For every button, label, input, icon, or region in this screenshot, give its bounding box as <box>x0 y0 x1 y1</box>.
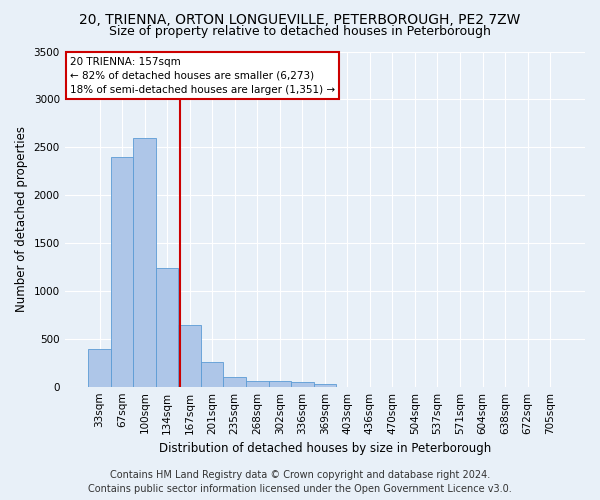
Bar <box>291 382 314 386</box>
Text: Contains HM Land Registry data © Crown copyright and database right 2024.
Contai: Contains HM Land Registry data © Crown c… <box>88 470 512 494</box>
Bar <box>133 138 156 386</box>
Bar <box>111 157 133 386</box>
Y-axis label: Number of detached properties: Number of detached properties <box>15 126 28 312</box>
Text: 20 TRIENNA: 157sqm
← 82% of detached houses are smaller (6,273)
18% of semi-deta: 20 TRIENNA: 157sqm ← 82% of detached hou… <box>70 56 335 94</box>
Bar <box>178 326 201 386</box>
X-axis label: Distribution of detached houses by size in Peterborough: Distribution of detached houses by size … <box>159 442 491 455</box>
Bar <box>269 381 291 386</box>
Bar <box>246 381 269 386</box>
Text: 20, TRIENNA, ORTON LONGUEVILLE, PETERBOROUGH, PE2 7ZW: 20, TRIENNA, ORTON LONGUEVILLE, PETERBOR… <box>79 12 521 26</box>
Bar <box>314 384 336 386</box>
Bar <box>156 268 178 386</box>
Bar <box>88 350 111 387</box>
Bar <box>223 377 246 386</box>
Bar <box>201 362 223 386</box>
Text: Size of property relative to detached houses in Peterborough: Size of property relative to detached ho… <box>109 25 491 38</box>
